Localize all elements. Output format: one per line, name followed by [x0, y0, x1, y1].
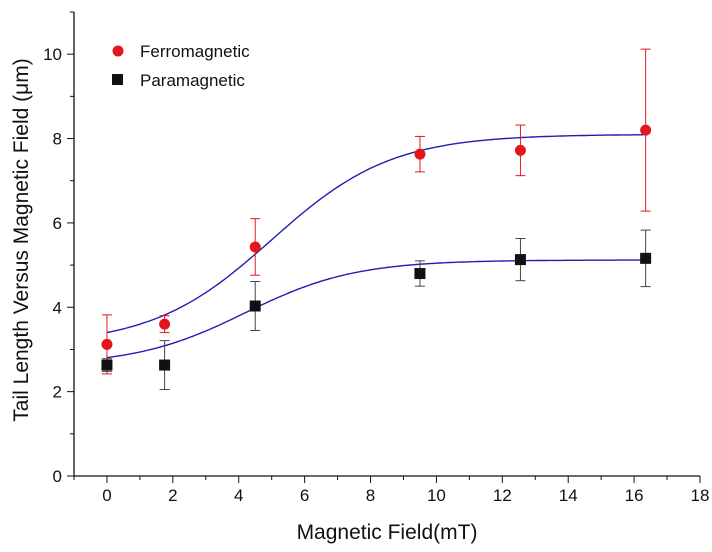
y-tick-label: 10 [43, 45, 62, 64]
y-tick-label: 4 [53, 298, 62, 317]
data-point-paramagnetic [414, 268, 426, 280]
data-point-paramagnetic [249, 300, 261, 312]
y-tick-label: 6 [53, 214, 62, 233]
legend-label-paramagnetic: Paramagnetic [140, 71, 245, 90]
x-axis-title: Magnetic Field(mT) [297, 521, 478, 544]
fit-curve-ferromagnetic [106, 134, 645, 334]
fit-curve-paramagnetic [106, 259, 644, 359]
x-tick-label: 10 [427, 486, 446, 505]
x-tick-label: 8 [366, 486, 375, 505]
x-tick-label: 12 [493, 486, 512, 505]
x-tick-label: 4 [234, 486, 243, 505]
plot-frame [73, 12, 700, 477]
x-tick-label: 16 [625, 486, 644, 505]
legend-marker-ferromagnetic [112, 45, 124, 57]
error-bars [101, 48, 651, 391]
data-point-ferromagnetic [640, 124, 652, 136]
y-axis-title: Tail Length Versus Magnetic Field (μm) [10, 58, 33, 421]
x-tick-label: 18 [691, 486, 710, 505]
x-tick-label: 6 [300, 486, 309, 505]
data-point-paramagnetic [159, 359, 171, 371]
data-point-ferromagnetic [514, 144, 526, 156]
y-tick-label: 2 [53, 383, 62, 402]
legend-marker-paramagnetic [112, 74, 123, 85]
data-points [101, 124, 652, 371]
data-point-ferromagnetic [249, 241, 261, 253]
data-point-ferromagnetic [159, 318, 171, 330]
data-point-paramagnetic [101, 359, 113, 371]
y-tick-label: 8 [53, 130, 62, 149]
x-tick-label: 14 [559, 486, 578, 505]
legend-label-ferromagnetic: Ferromagnetic [140, 42, 250, 61]
data-point-ferromagnetic [414, 148, 426, 160]
fit-curves [106, 134, 645, 359]
legend: Ferromagnetic Paramagnetic [112, 42, 250, 90]
data-point-paramagnetic [514, 254, 526, 266]
data-point-paramagnetic [640, 252, 652, 264]
data-point-ferromagnetic [101, 338, 113, 350]
x-tick-label: 0 [102, 486, 111, 505]
x-tick-label: 2 [168, 486, 177, 505]
y-tick-label: 0 [53, 467, 62, 486]
axis-ticks: 0 2 4 6 8 10 12 14 16 18 0 2 4 6 8 10 [43, 11, 710, 505]
